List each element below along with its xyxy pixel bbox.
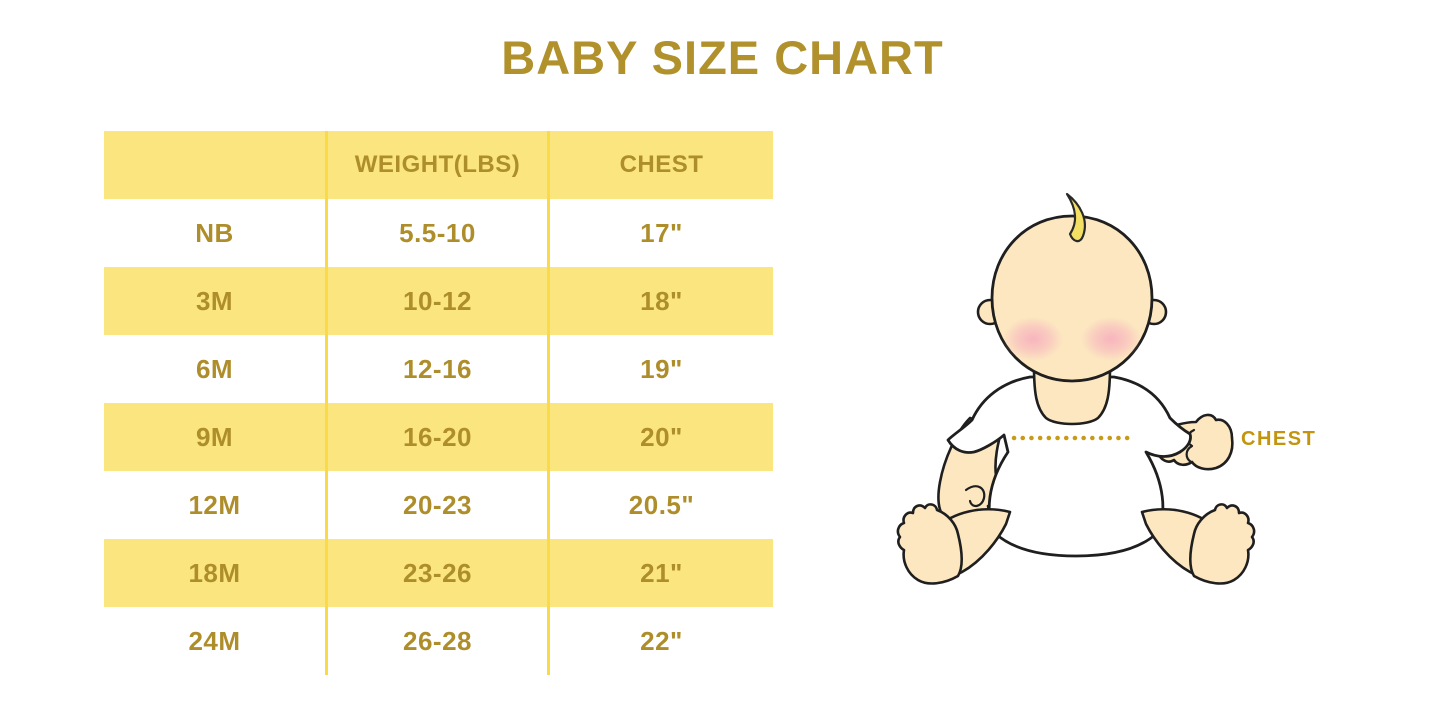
- size-cell: NB: [104, 199, 328, 267]
- weight-cell: 10-12: [328, 267, 550, 335]
- table-row: 24M 26-28 22": [104, 607, 773, 675]
- table-row: 6M 12-16 19": [104, 335, 773, 403]
- size-cell: 3M: [104, 267, 328, 335]
- baby-neck: [1032, 364, 1112, 426]
- size-cell: 6M: [104, 335, 328, 403]
- table-row: NB 5.5-10 17": [104, 199, 773, 267]
- baby-left-foot: [896, 503, 964, 585]
- weight-cell: 26-28: [328, 607, 550, 675]
- chest-cell: 19": [640, 353, 683, 384]
- size-table: WEIGHT(LBS) CHEST NB 5.5-10 17" 3M 10-12…: [104, 131, 773, 675]
- size-cell: 18M: [104, 539, 328, 607]
- weight-cell: 5.5-10: [328, 199, 550, 267]
- baby-blush-right: [1081, 317, 1141, 361]
- chest-cell: 22": [640, 625, 683, 656]
- size-cell: 24M: [104, 607, 328, 675]
- table-row: 18M 23-26 21": [104, 539, 773, 607]
- baby-left-hand-finger: [964, 485, 986, 508]
- size-cell: 12M: [104, 471, 328, 539]
- table-row: 12M 20-23 20.5": [104, 471, 773, 539]
- table-row: 3M 10-12 18": [104, 267, 773, 335]
- baby-illustration: CHEST: [896, 192, 1316, 585]
- weight-cell: 20-23: [328, 471, 550, 539]
- header-chest: CHEST: [619, 151, 704, 178]
- table-row: 9M 16-20 20": [104, 403, 773, 471]
- baby-blush-left: [1003, 317, 1063, 361]
- chest-cell: 21": [640, 557, 683, 588]
- weight-cell: 23-26: [328, 539, 550, 607]
- chest-cell: 18": [640, 285, 683, 316]
- page-title: BABY SIZE CHART: [501, 31, 944, 84]
- header-weight: WEIGHT(LBS): [328, 131, 550, 199]
- weight-cell: 16-20: [328, 403, 550, 471]
- baby-hair-tuft-icon: [1065, 192, 1086, 243]
- header-row: WEIGHT(LBS) CHEST: [104, 131, 773, 199]
- baby-right-foot: [1188, 503, 1256, 585]
- chest-cell: 20": [640, 421, 683, 452]
- weight-cell: 12-16: [328, 335, 550, 403]
- header-size: [104, 131, 328, 199]
- chest-cell: 17": [640, 217, 683, 248]
- size-cell: 9M: [104, 403, 328, 471]
- chest-label: CHEST: [1241, 428, 1316, 450]
- chest-cell: 20.5": [628, 489, 695, 520]
